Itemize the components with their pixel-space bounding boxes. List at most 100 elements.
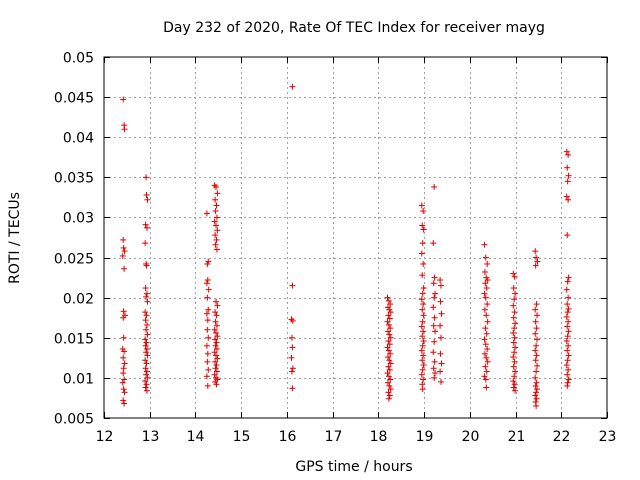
data-point bbox=[438, 360, 445, 367]
data-point bbox=[420, 260, 427, 267]
data-point bbox=[289, 344, 296, 351]
data-point bbox=[563, 286, 570, 293]
data-point bbox=[565, 274, 572, 281]
data-point bbox=[482, 376, 489, 383]
x-tick-label: 22 bbox=[553, 429, 571, 445]
data-point bbox=[484, 346, 491, 353]
x-tick-label: 18 bbox=[370, 429, 388, 445]
data-point bbox=[563, 313, 570, 320]
data-point bbox=[204, 326, 211, 333]
data-point bbox=[481, 306, 488, 313]
data-point bbox=[143, 339, 150, 346]
data-point bbox=[212, 208, 219, 215]
data-point bbox=[438, 334, 445, 341]
data-point bbox=[431, 374, 438, 381]
data-point bbox=[430, 240, 437, 247]
data-point bbox=[420, 312, 427, 319]
data-point bbox=[386, 382, 393, 389]
data-point bbox=[511, 358, 518, 365]
x-tick-label: 13 bbox=[142, 429, 160, 445]
data-point bbox=[119, 252, 126, 259]
data-point bbox=[121, 265, 128, 272]
data-point bbox=[143, 368, 150, 375]
data-point bbox=[204, 260, 211, 267]
data-point bbox=[213, 298, 220, 305]
data-point bbox=[564, 178, 571, 185]
data-point bbox=[213, 183, 220, 190]
data-point bbox=[213, 312, 220, 319]
data-point bbox=[121, 360, 128, 367]
data-point bbox=[482, 341, 489, 348]
y-tick-label: 0.04 bbox=[63, 131, 94, 147]
data-point bbox=[437, 277, 444, 284]
data-point bbox=[144, 374, 151, 381]
data-point bbox=[565, 151, 572, 158]
data-point bbox=[484, 260, 491, 267]
data-point bbox=[420, 328, 427, 335]
data-point bbox=[510, 384, 517, 391]
data-point bbox=[482, 363, 489, 370]
data-point bbox=[385, 337, 392, 344]
data-point bbox=[438, 310, 445, 317]
data-point bbox=[512, 387, 519, 394]
data-point bbox=[510, 339, 517, 346]
data-point bbox=[418, 323, 425, 330]
data-point bbox=[564, 357, 571, 364]
y-tick-label: 0.05 bbox=[63, 51, 94, 67]
x-tick-label: 15 bbox=[233, 429, 251, 445]
data-point bbox=[484, 318, 491, 325]
data-point bbox=[120, 96, 127, 103]
data-point bbox=[212, 318, 219, 325]
data-point bbox=[418, 202, 425, 209]
data-point bbox=[212, 196, 219, 203]
data-point bbox=[419, 290, 426, 297]
plot-frame bbox=[103, 56, 608, 419]
data-point bbox=[430, 304, 437, 311]
data-point bbox=[438, 282, 445, 289]
data-point bbox=[533, 368, 540, 375]
data-point bbox=[142, 240, 149, 247]
data-point bbox=[143, 349, 150, 356]
data-point bbox=[483, 285, 490, 292]
data-point bbox=[385, 347, 392, 354]
data-point bbox=[203, 210, 210, 217]
data-point bbox=[418, 347, 425, 354]
data-point bbox=[212, 232, 219, 239]
data-point bbox=[212, 241, 219, 248]
data-point bbox=[288, 354, 295, 361]
data-point bbox=[431, 274, 438, 281]
data-point bbox=[533, 342, 540, 349]
data-point bbox=[565, 352, 572, 359]
data-point bbox=[510, 329, 517, 336]
data-point bbox=[419, 366, 426, 373]
data-point bbox=[564, 278, 571, 285]
data-point bbox=[511, 309, 518, 316]
data-point bbox=[563, 193, 570, 200]
data-point bbox=[142, 384, 149, 391]
data-point bbox=[483, 384, 490, 391]
data-point bbox=[511, 325, 518, 332]
y-tick-label: 0.03 bbox=[63, 211, 94, 227]
data-point bbox=[121, 376, 128, 383]
x-tick-label: 14 bbox=[187, 429, 205, 445]
data-point bbox=[431, 338, 438, 345]
data-point bbox=[481, 336, 488, 343]
data-point bbox=[430, 322, 437, 329]
data-point bbox=[211, 349, 218, 356]
data-point bbox=[384, 294, 391, 301]
y-axis-title: ROTI / TECUs bbox=[7, 192, 23, 284]
data-point bbox=[533, 254, 540, 261]
chart-title: Day 232 of 2020, Rate Of TEC Index for r… bbox=[163, 20, 545, 36]
data-point bbox=[211, 371, 218, 378]
data-point bbox=[143, 290, 150, 297]
data-point bbox=[386, 357, 393, 364]
data-point bbox=[143, 346, 150, 353]
data-point bbox=[532, 392, 539, 399]
data-point bbox=[203, 373, 210, 380]
data-point bbox=[564, 333, 571, 340]
y-tick-label: 0.01 bbox=[63, 372, 94, 388]
data-points bbox=[119, 83, 572, 409]
data-point bbox=[289, 385, 296, 392]
